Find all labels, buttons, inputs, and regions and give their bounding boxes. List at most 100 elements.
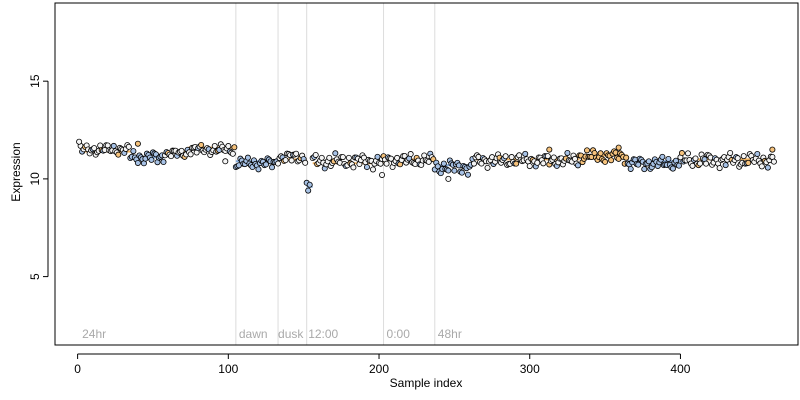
data-point [115, 151, 122, 158]
data-point [288, 157, 295, 164]
data-point [198, 141, 205, 148]
phase-annotations: 24hr dawn dusk 12:00 0:00 48hr [82, 327, 462, 341]
data-point [608, 157, 615, 164]
x-tick-label: 0 [74, 362, 81, 376]
data-point [641, 166, 648, 173]
data-point [451, 167, 458, 174]
data-point [478, 160, 485, 167]
data-point [104, 142, 111, 149]
phase-lines [235, 3, 436, 345]
data-point [326, 154, 333, 161]
data-point [546, 146, 553, 153]
data-point [318, 154, 325, 161]
x-tick-label: 400 [670, 362, 690, 376]
data-point [225, 143, 232, 150]
data-point [727, 149, 734, 156]
data-point [187, 151, 194, 158]
data-point [168, 153, 175, 160]
data-point [703, 160, 710, 167]
data-point [305, 187, 312, 194]
data-point [678, 150, 685, 157]
data-point [363, 164, 370, 171]
data-point [445, 167, 452, 174]
data-point [745, 159, 752, 166]
data-point [302, 159, 309, 166]
data-point [754, 150, 761, 157]
data-point [255, 166, 262, 173]
y-tick-label: 15 [28, 74, 42, 88]
data-point [627, 165, 634, 172]
y-tick-label: 10 [28, 172, 42, 186]
y-tick-label: 5 [28, 273, 42, 280]
data-point [425, 158, 432, 165]
data-point [665, 155, 672, 162]
data-point [574, 162, 581, 169]
data-point [269, 164, 276, 171]
data-point [697, 160, 704, 167]
data-point [388, 155, 395, 162]
data-point [110, 142, 117, 149]
y-axis: 5 10 15 [28, 74, 49, 280]
data-point [383, 160, 390, 167]
data-point [379, 171, 386, 178]
data-point [125, 143, 132, 150]
data-point [282, 157, 289, 164]
data-point [540, 160, 547, 167]
data-point [345, 154, 352, 161]
data-point [716, 165, 723, 172]
phase-annotation: 12:00 [308, 327, 338, 341]
data-point [550, 154, 557, 161]
data-point [134, 159, 141, 166]
data-point [722, 162, 729, 169]
data-point [91, 145, 98, 152]
x-axis: 0 100 200 300 400 [74, 353, 691, 376]
data-point [369, 166, 376, 173]
data-point [758, 163, 765, 170]
data-point [770, 158, 777, 165]
data-point [470, 160, 477, 167]
data-point [440, 160, 447, 167]
data-point [76, 138, 83, 145]
data-point [740, 153, 747, 160]
data-point [229, 150, 236, 157]
data-point [602, 158, 609, 165]
data-points [76, 138, 777, 194]
data-point [502, 153, 509, 160]
data-point [584, 147, 591, 154]
data-point [445, 175, 452, 182]
data-point [244, 154, 251, 161]
data-point [513, 160, 520, 167]
x-tick-label: 200 [369, 362, 389, 376]
phase-annotation: 48hr [438, 327, 462, 341]
data-point [734, 155, 741, 162]
data-point [564, 149, 571, 156]
data-point [312, 151, 319, 158]
data-point [597, 150, 604, 157]
x-axis-title: Sample index [390, 376, 463, 390]
phase-annotation: 0:00 [387, 327, 411, 341]
phase-annotation: dusk [278, 327, 304, 341]
data-point [262, 161, 269, 168]
data-point [615, 144, 622, 151]
data-point [231, 144, 238, 151]
data-point [526, 163, 533, 170]
data-point [222, 158, 229, 165]
phase-annotation: 24hr [82, 327, 106, 341]
data-point [407, 151, 414, 158]
data-point [508, 154, 515, 161]
data-point [484, 164, 491, 171]
data-point [130, 148, 137, 155]
data-point [293, 150, 300, 157]
data-point [645, 158, 652, 165]
x-tick-label: 100 [218, 362, 238, 376]
data-point [659, 153, 666, 160]
data-point [464, 171, 471, 178]
data-point [148, 156, 155, 163]
data-point [339, 154, 346, 161]
data-point [764, 164, 771, 171]
data-point [522, 150, 529, 157]
plot-frame [54, 2, 799, 346]
data-point [350, 164, 357, 171]
data-point [178, 147, 185, 154]
